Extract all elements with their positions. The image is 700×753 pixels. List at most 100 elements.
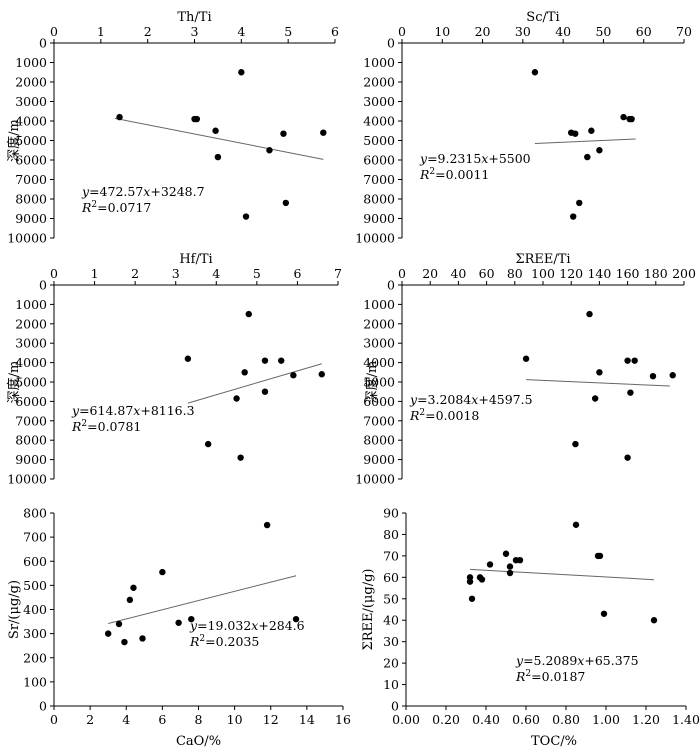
y-tick-label: 2000: [15, 75, 47, 90]
chart-panel-4: 0 20 40 60 80 100 120 140 160 180 2000100020003000…: [355, 252, 696, 487]
chart-panel-3: 0 1 2 3 4 5 6 7 0 1000 2000 3000 4000 5000 6000 7000 800…: [6, 252, 342, 487]
trend-line: [108, 575, 297, 624]
y-tick-label: 40: [383, 613, 399, 628]
y-tick-label: 1000: [15, 297, 47, 312]
y-tick-label: 7000: [15, 413, 47, 428]
data-point: [624, 357, 631, 364]
data-point: [468, 595, 476, 602]
y-tick-label: 10: [383, 677, 399, 692]
x-tick-label: 6: [158, 712, 166, 727]
data-point: [318, 371, 325, 378]
data-point: [184, 355, 192, 362]
y-tick-label: 1000: [363, 55, 395, 70]
data-point: [627, 389, 634, 396]
y-tick-label: 100: [23, 674, 47, 689]
y-tick-label: 800: [23, 506, 47, 521]
data-point: [584, 153, 591, 161]
data-point: [237, 454, 244, 461]
x-tick-label: 2: [144, 24, 152, 39]
y-tick-label: 9000: [15, 452, 47, 467]
x-tick-label: 80: [507, 266, 523, 281]
y-axis-label: 深度/m: [6, 119, 22, 162]
x-tick-label: 50: [595, 24, 611, 39]
y-tick-label: 5000: [363, 375, 395, 390]
data-point: [624, 454, 631, 461]
y-axis-label: ΣREE/(μg/g): [361, 569, 376, 651]
x-tick-label: 4: [212, 266, 220, 281]
y-tick-label: 7000: [363, 172, 395, 187]
data-point: [596, 369, 603, 376]
y-axis-label: Sr/(μg/g): [7, 580, 22, 639]
x-tick-label: 5: [253, 266, 261, 281]
x-tick-label: 60: [636, 24, 652, 39]
data-point: [628, 115, 635, 123]
y-tick-label: 700: [23, 530, 47, 545]
trend-line: [469, 568, 655, 581]
y-tick-label: 4000: [15, 114, 47, 129]
y-tick-label: 3000: [15, 94, 47, 109]
data-point: [502, 550, 510, 557]
data-point: [486, 561, 494, 568]
y-tick-label: 7000: [15, 172, 47, 187]
regression-equation: y=472.57x+3248.7: [81, 184, 205, 199]
chart-title: Th/Ti: [177, 10, 211, 25]
x-tick-label: 8: [195, 712, 203, 727]
y-tick-label: 500: [23, 578, 47, 593]
x-tick-label: 3: [191, 24, 199, 39]
y-tick-label: 0: [387, 278, 395, 293]
y-tick-label: 60: [383, 570, 399, 585]
data-point: [280, 130, 287, 137]
data-point: [233, 395, 240, 402]
x-tick-label: 4: [122, 712, 130, 727]
trend-line: [114, 117, 324, 160]
data-point: [121, 638, 128, 646]
data-point: [516, 556, 524, 564]
y-tick-label: 3000: [15, 336, 47, 351]
data-point: [506, 569, 514, 577]
y-tick-label: 90: [383, 506, 399, 521]
x-tick-label: 0: [398, 24, 406, 39]
y-tick-label: 1000: [363, 297, 395, 312]
y-tick-label: 5000: [15, 133, 47, 148]
x-tick-label: 10: [227, 712, 243, 727]
y-tick-label: 10000: [7, 231, 47, 246]
x-tick-label: 6: [293, 266, 301, 281]
y-tick-label: 50: [383, 591, 399, 606]
x-axis-label: CaO/%: [176, 734, 221, 749]
y-tick-label: 200: [23, 650, 47, 665]
x-tick-label: 160: [616, 266, 640, 281]
x-tick-label: 180: [644, 266, 668, 281]
y-tick-label: 2000: [363, 75, 395, 90]
data-point: [531, 69, 539, 76]
data-point: [320, 129, 327, 136]
x-tick-label: 2: [86, 712, 94, 727]
data-point: [116, 113, 123, 121]
x-tick-label: 100: [531, 266, 555, 281]
y-tick-label: 9000: [363, 211, 395, 226]
y-tick-label: 0: [391, 699, 399, 714]
regression-equation: y=19.032x+284.6: [189, 618, 305, 633]
x-tick-label: 1: [97, 24, 105, 39]
y-tick-label: 8000: [15, 192, 47, 207]
data-point: [650, 617, 658, 624]
x-tick-label: 0.00: [392, 712, 420, 727]
data-point: [572, 130, 579, 137]
y-tick-label: 8000: [363, 192, 395, 207]
y-tick-label: 0: [39, 278, 47, 293]
data-point: [596, 147, 603, 154]
data-point: [261, 357, 269, 364]
x-tick-label: 0.60: [512, 712, 540, 727]
y-tick-label: 10000: [355, 472, 395, 487]
data-point: [193, 115, 201, 123]
data-point: [212, 127, 219, 134]
regression-equation: y=5.2089x+65.375: [515, 653, 639, 668]
data-point: [591, 395, 599, 402]
data-point: [245, 310, 252, 318]
x-tick-label: 16: [335, 712, 351, 727]
r-squared: R2=0.2035: [189, 634, 259, 649]
y-tick-label: 300: [23, 626, 47, 641]
x-tick-label: 1.00: [592, 712, 620, 727]
x-tick-label: 4: [237, 24, 245, 39]
data-point: [506, 563, 514, 570]
y-tick-label: 0: [387, 36, 395, 51]
